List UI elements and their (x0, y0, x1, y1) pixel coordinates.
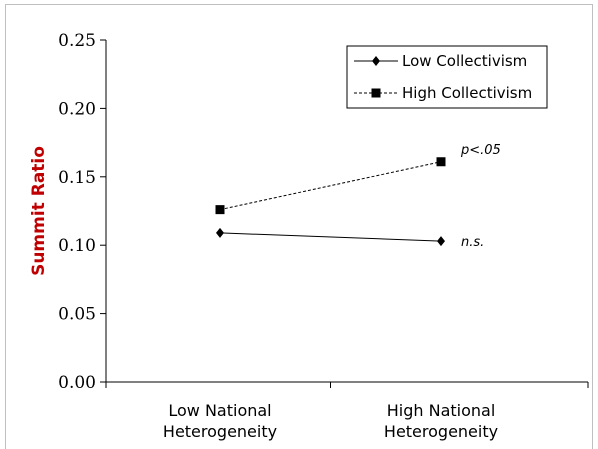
x-tick-label: Low National Heterogeneity (163, 401, 277, 441)
data-point-low-collectivism (216, 227, 224, 238)
series-layer: n.s. p<.05 (215, 143, 501, 250)
y-tick-label: 0.00 (58, 373, 96, 393)
legend-box (346, 45, 548, 109)
legend-label: High Collectivism (402, 84, 532, 102)
axes: 0.00 0.05 0.10 0.15 0.20 0.25 Low National Hete… (29, 31, 589, 441)
y-tick-label: 0.10 (58, 236, 96, 256)
series-line-high-collectivism (219, 161, 442, 211)
x-tick-label-line: High National (387, 401, 496, 420)
legend-marker (371, 88, 381, 98)
legend-marker (372, 56, 380, 66)
y-tick-label: 0.25 (58, 31, 96, 51)
x-tick-label-line: Low National (168, 401, 271, 420)
legend-label: Low Collectivism (402, 52, 527, 70)
x-tick-label-line: Heterogeneity (384, 422, 498, 441)
legend: Low Collectivism High Collectivism (346, 45, 548, 109)
series-line-low-collectivism (219, 232, 442, 242)
y-tick-label: 0.20 (58, 99, 96, 119)
y-tick-label: 0.15 (58, 168, 96, 188)
significance-annotation: n.s. (461, 235, 484, 250)
y-tick-label: 0.05 (58, 305, 96, 325)
y-axis-label: Summit Ratio (29, 146, 49, 276)
data-point-high-collectivism (436, 157, 446, 167)
data-point-high-collectivism (215, 205, 225, 215)
data-point-low-collectivism (437, 236, 445, 247)
x-tick-label-line: Heterogeneity (163, 422, 277, 441)
x-tick-label: High National Heterogeneity (384, 401, 498, 441)
significance-annotation: p<.05 (460, 143, 501, 158)
